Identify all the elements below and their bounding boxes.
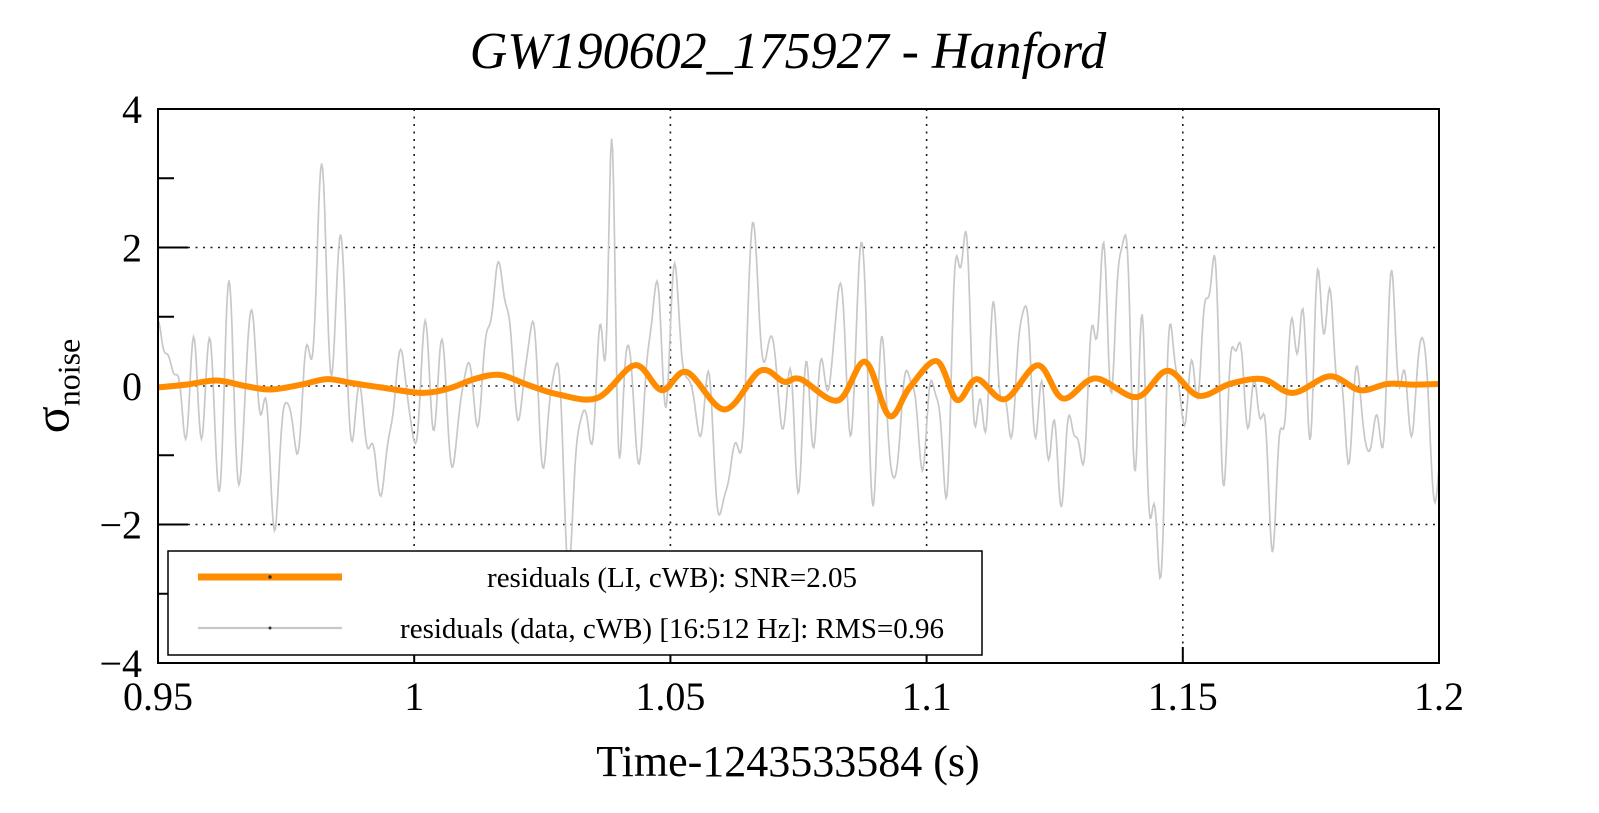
residuals-data-noise-line	[158, 138, 1439, 581]
legend-box	[167, 550, 983, 656]
y-tick-label--2: −2	[99, 503, 142, 548]
x-tick-label-1.2: 1.2	[1414, 674, 1464, 719]
chart-title: GW190602_175927 - Hanford	[469, 23, 1107, 80]
x-tick-label-1.05: 1.05	[635, 674, 705, 719]
legend-label-data: residuals (data, cWB) [16:512 Hz]: RMS=0…	[400, 613, 944, 645]
legend-sample-li-point	[268, 575, 272, 579]
axis-tick-labels: −4 −2 0 2 4 0.95 1 1.05 1.1 1.15 1.2	[99, 87, 1464, 719]
y-tick-label-0: 0	[122, 364, 142, 409]
y-tick-label-2: 2	[122, 226, 142, 271]
legend-label-li: residuals (LI, cWB): SNR=2.05	[487, 562, 857, 594]
x-tick-label-1: 1	[404, 674, 424, 719]
residuals-li-line	[158, 358, 1439, 420]
x-axis-label: Time-1243533584 (s)	[596, 737, 980, 786]
x-tick-label-1.15: 1.15	[1148, 674, 1218, 719]
legend: residuals (LI, cWB): SNR=2.05 residuals …	[167, 550, 983, 656]
x-tick-label-1.1: 1.1	[902, 674, 952, 719]
x-tick-label-0.95: 0.95	[123, 674, 193, 719]
y-tick-label--4: −4	[99, 641, 142, 686]
plot-border	[157, 108, 1440, 664]
legend-sample-data-point	[268, 626, 272, 630]
y-tick-label-4: 4	[122, 87, 142, 132]
